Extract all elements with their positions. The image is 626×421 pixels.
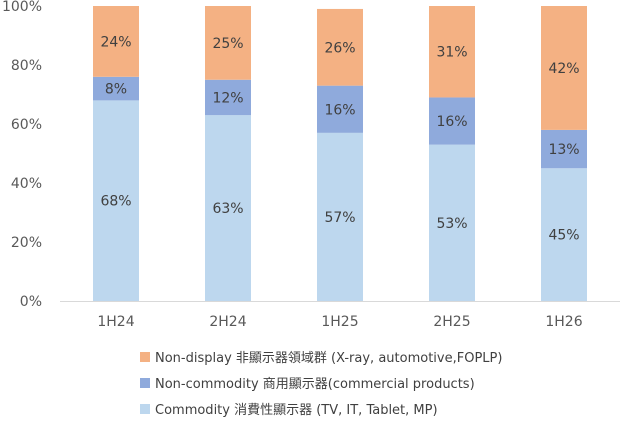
bar-segment bbox=[541, 129, 587, 169]
y-tick-label: 40% bbox=[11, 176, 42, 192]
data-label: 8% bbox=[105, 82, 127, 98]
y-tick-label: 100% bbox=[2, 0, 42, 15]
bar-segment bbox=[205, 6, 251, 80]
legend-swatch bbox=[140, 352, 150, 362]
bar-segment bbox=[93, 100, 139, 302]
data-label: 13% bbox=[548, 142, 579, 158]
y-tick-label: 0% bbox=[20, 294, 42, 310]
data-label: 68% bbox=[100, 194, 131, 210]
bar-segment bbox=[429, 6, 475, 98]
bar-segment bbox=[541, 6, 587, 130]
bar-segment bbox=[317, 8, 363, 86]
data-label: 16% bbox=[324, 102, 355, 118]
legend-swatch bbox=[140, 404, 150, 414]
x-axis: 1H24 2H24 1H25 2H25 1H26 bbox=[60, 301, 620, 330]
legend-label: Non-display 非顯示器領域群 (X-ray, automotive,F… bbox=[155, 350, 502, 366]
y-axis: 0% 20% 40% 60% 80% 100% bbox=[2, 0, 42, 310]
data-label: 31% bbox=[436, 45, 467, 61]
data-label: 42% bbox=[548, 61, 579, 77]
data-label: 25% bbox=[212, 36, 243, 52]
y-tick-label: 60% bbox=[11, 117, 42, 133]
bars: 68% 8% 24% 63% 12% 25% 57% 16% 26% 53% 16% 31% 45% 13… bbox=[93, 6, 587, 302]
legend-label: Non-commodity 商用顯示器(commercial products) bbox=[155, 377, 475, 392]
data-label: 57% bbox=[324, 210, 355, 226]
x-tick-label: 2H25 bbox=[433, 314, 470, 330]
bar-segment bbox=[429, 97, 475, 145]
bar-segment bbox=[205, 115, 251, 302]
legend: Non-display 非顯示器領域群 (X-ray, automotive,F… bbox=[140, 350, 502, 418]
bar-segment bbox=[93, 76, 139, 101]
data-label: 26% bbox=[324, 40, 355, 56]
legend-label: Commodity 消費性顯示器 (TV, IT, Tablet, MP) bbox=[155, 403, 438, 418]
y-tick-label: 80% bbox=[11, 58, 42, 74]
bar-segment bbox=[317, 132, 363, 301]
data-label: 45% bbox=[548, 228, 579, 244]
bar-segment bbox=[317, 85, 363, 133]
bar-segment bbox=[541, 168, 587, 301]
data-label: 63% bbox=[212, 201, 243, 217]
legend-swatch bbox=[140, 378, 150, 388]
data-label: 53% bbox=[436, 216, 467, 232]
y-tick-label: 20% bbox=[11, 235, 42, 251]
bar-segment bbox=[205, 79, 251, 116]
x-tick-label: 1H26 bbox=[545, 314, 582, 330]
x-tick-label: 1H25 bbox=[321, 314, 358, 330]
data-label: 12% bbox=[212, 90, 243, 106]
x-tick-label: 2H24 bbox=[209, 314, 246, 330]
bar-segment bbox=[93, 6, 139, 77]
bar-segment bbox=[429, 144, 475, 301]
data-label: 16% bbox=[436, 114, 467, 130]
x-tick-label: 1H24 bbox=[97, 314, 134, 330]
data-label: 24% bbox=[100, 34, 131, 50]
